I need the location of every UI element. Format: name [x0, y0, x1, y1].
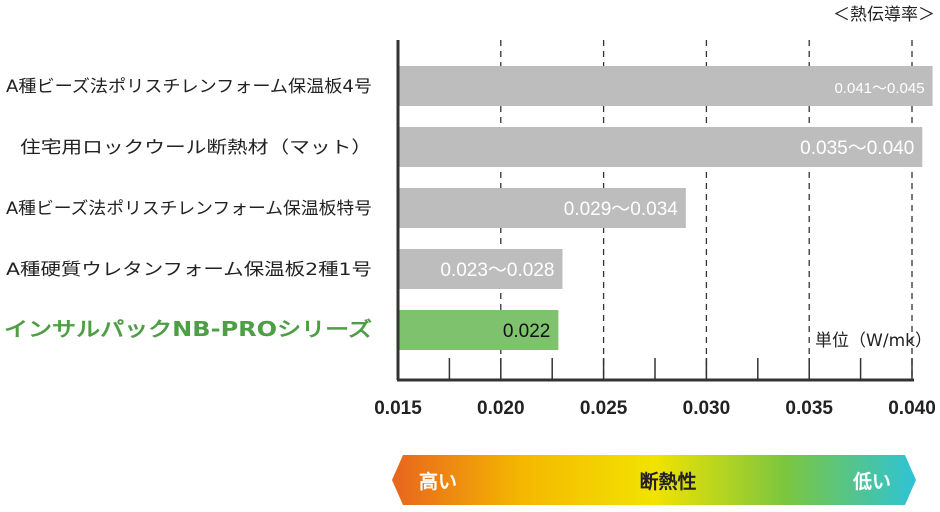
category-label: インサルパックNB-PROシリーズ [4, 317, 372, 341]
unit-label: 単位（W/mk） [815, 331, 932, 351]
bar [398, 249, 563, 289]
tick-label: 0.040 [888, 398, 936, 419]
arrow-right-label: 低い [852, 470, 891, 493]
arrow-left-label: 高い [419, 470, 457, 493]
data-label: 0.041～0.045 [834, 80, 924, 97]
bar [398, 127, 923, 167]
x-axis: 0.015 0.020 0.025 0.030 0.035 0.040 [374, 40, 936, 419]
tick-label: 0.025 [580, 398, 628, 419]
data-label: 0.023～0.028 [440, 260, 554, 281]
bars-group: 0.041～0.045 0.035～0.040 0.029～0.034 0.023～0… [398, 66, 933, 350]
chart-title: ＜熱伝導率＞ [833, 5, 935, 25]
category-label: 住宅用ロックウール断熱材（マット） [20, 138, 372, 158]
tick-label: 0.020 [477, 398, 525, 419]
data-label: 0.022 [503, 321, 551, 342]
data-label: 0.029～0.034 [564, 199, 679, 220]
data-label: 0.035～0.040 [800, 138, 914, 159]
bar [398, 310, 559, 350]
insulation-arrow: 高い 断熱性 低い [392, 455, 916, 505]
bar [398, 188, 686, 228]
tick-label: 0.015 [374, 398, 422, 419]
category-label: A種ビーズ法ポリスチレンフォーム保温板4号 [6, 77, 372, 97]
category-label: A種ビーズ法ポリスチレンフォーム保温板特号 [6, 199, 372, 219]
gradient-arrow [392, 455, 916, 505]
tick-label: 0.035 [785, 398, 833, 419]
category-label: A種硬質ウレタンフォーム保温板2種1号 [6, 260, 372, 280]
tick-label: 0.030 [683, 398, 731, 419]
bar [398, 66, 933, 106]
arrow-center-label: 断熱性 [639, 470, 696, 493]
